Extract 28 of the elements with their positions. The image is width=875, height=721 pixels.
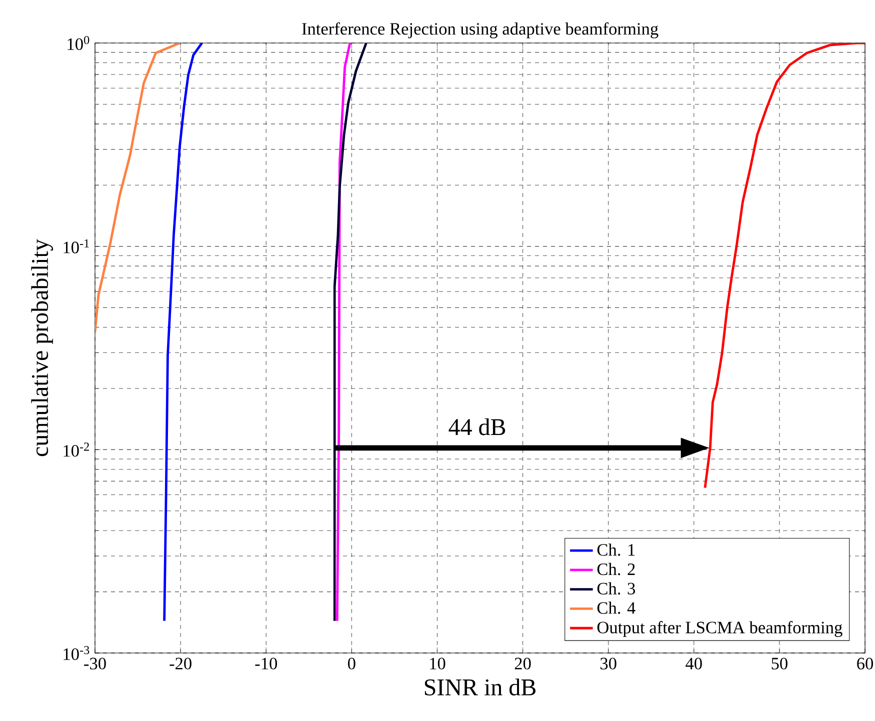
x-tick-label: 50 xyxy=(772,658,788,670)
x-tick-label: 30 xyxy=(600,658,616,670)
x-tick-label: 60 xyxy=(857,658,874,670)
x-tick-label: -30 xyxy=(84,658,106,670)
x-axis-title: SINR in dB xyxy=(424,678,536,696)
legend-label: Output after LSCMA beamforming xyxy=(597,621,842,637)
x-tick-label: 20 xyxy=(514,658,531,670)
x-tick-label: -20 xyxy=(170,658,192,670)
line-series xyxy=(95,43,181,333)
x-tick-label: 0 xyxy=(348,658,356,670)
legend-label: Ch. 3 xyxy=(597,582,635,595)
x-tick-label: 10 xyxy=(430,658,446,670)
y-axis-title: cumulative probability xyxy=(31,239,54,456)
line-series xyxy=(163,43,204,622)
line-series xyxy=(333,43,368,622)
x-tick-label: -10 xyxy=(255,658,278,670)
legend-label: Ch. 2 xyxy=(597,562,635,576)
legend-label: Ch. 4 xyxy=(597,602,636,614)
chart-title: Interference Rejection using adaptive beamforming xyxy=(302,22,658,38)
y-tick-label: 10$^{-2}$ xyxy=(64,442,89,457)
line-series xyxy=(336,43,352,622)
annotation: 44 dB xyxy=(448,418,506,436)
y-tick-label: 10$^{0}$ xyxy=(68,36,90,50)
y-tick-label: 10$^{-3}$ xyxy=(64,646,90,660)
line-series xyxy=(704,43,866,489)
y-tick-label: 10$^{-1}$ xyxy=(64,239,89,254)
legend-label: Ch. 1 xyxy=(597,544,635,556)
x-tick-label: 40 xyxy=(686,658,702,670)
